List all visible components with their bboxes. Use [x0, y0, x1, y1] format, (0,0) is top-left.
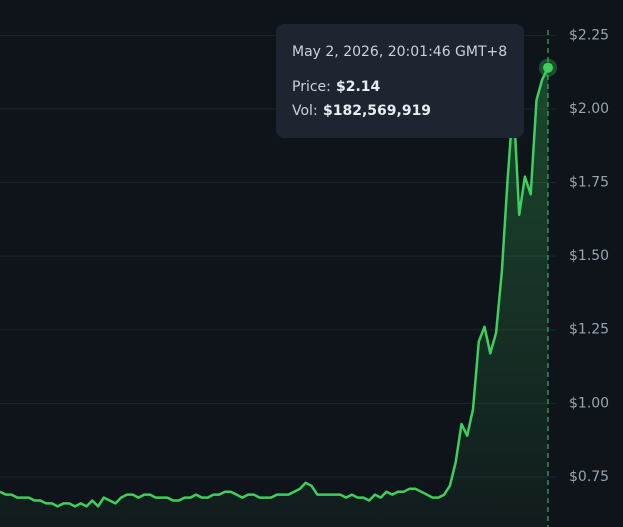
y-tick-label: $2.00	[569, 101, 609, 117]
hover-point	[543, 62, 553, 73]
tooltip-time: May 2, 2026, 20:01:46 GMT+8	[292, 44, 507, 60]
y-tick-label: $1.75	[569, 175, 609, 191]
line	[0, 67, 550, 508]
tooltip: May 2, 2026, 20:01:46 GMT+8 Price: $2.14…	[276, 24, 524, 138]
tooltip-vol: $182,569,919	[323, 103, 431, 119]
y-tick-label: $1.00	[569, 395, 609, 411]
y-tick-label: $2.25	[569, 27, 609, 43]
y-tick-label: $1.25	[569, 322, 609, 338]
area	[0, 67, 548, 527]
y-tick-label: $1.50	[569, 248, 609, 264]
tooltip-price-label: Price:	[292, 79, 331, 95]
tooltip-price: $2.14	[336, 79, 381, 95]
tooltip-vol-label: Vol:	[292, 103, 318, 119]
y-tick-label: $0.75	[569, 469, 609, 485]
tooltip-box	[276, 24, 524, 138]
